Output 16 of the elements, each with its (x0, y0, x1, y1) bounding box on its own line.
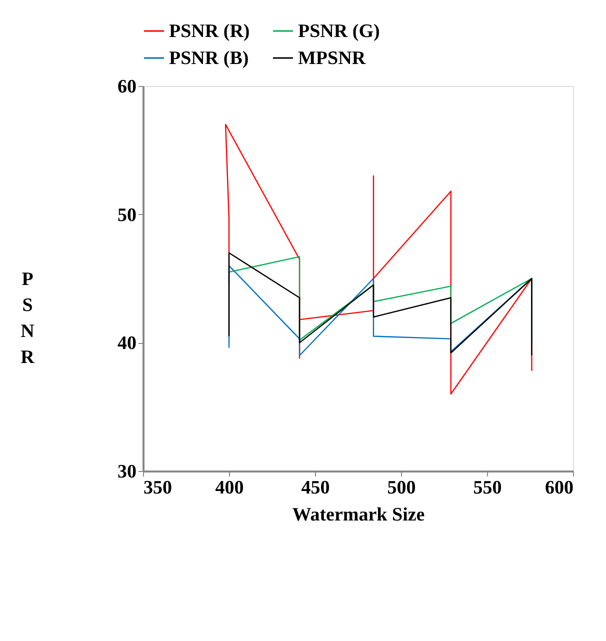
x-axis-title: Watermark Size (292, 504, 425, 526)
x-tick-label: 350 (144, 478, 172, 498)
x-tick-label: 400 (215, 478, 244, 498)
y-tick-label: 60 (118, 76, 136, 98)
y-tick-label: 30 (118, 462, 136, 482)
x-tick-label: 600 (545, 478, 574, 498)
y-tick-label: 50 (118, 204, 136, 226)
x-tick-label: 500 (387, 478, 416, 498)
y-tick-label: 40 (118, 333, 136, 354)
legend-label: PSNR (R) (169, 21, 250, 42)
y-axis-title: PSNR (20, 269, 35, 368)
legend-label: MPSNR (298, 48, 366, 69)
x-tick-label: 550 (473, 478, 502, 498)
legend-label: PSNR (G) (298, 21, 380, 42)
legend-label: PSNR (B) (169, 48, 249, 69)
x-tick-label: 450 (301, 478, 330, 498)
